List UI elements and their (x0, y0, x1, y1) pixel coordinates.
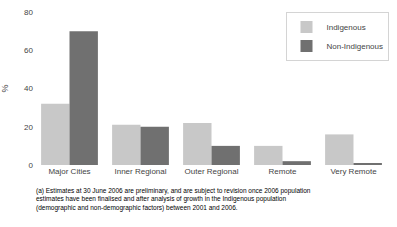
svg-text:Indigenous: Indigenous (327, 23, 366, 32)
svg-text:Inner Regional: Inner Regional (114, 167, 166, 176)
svg-text:Very Remote: Very Remote (330, 167, 377, 176)
svg-text:Major Cities: Major Cities (48, 167, 90, 176)
svg-text:Remote: Remote (268, 167, 297, 176)
svg-text:80: 80 (24, 8, 33, 17)
svg-text:0: 0 (29, 161, 34, 170)
svg-text:60: 60 (24, 46, 33, 55)
svg-text:%: % (0, 84, 10, 92)
svg-text:20: 20 (24, 123, 33, 132)
svg-text:Outer Regional: Outer Regional (185, 167, 239, 176)
svg-text:Non-Indigenous: Non-Indigenous (327, 42, 383, 51)
svg-text:(a) Estimates at 30 June 2006: (a) Estimates at 30 June 2006 are prelim… (36, 187, 311, 212)
svg-text:40: 40 (24, 84, 33, 93)
